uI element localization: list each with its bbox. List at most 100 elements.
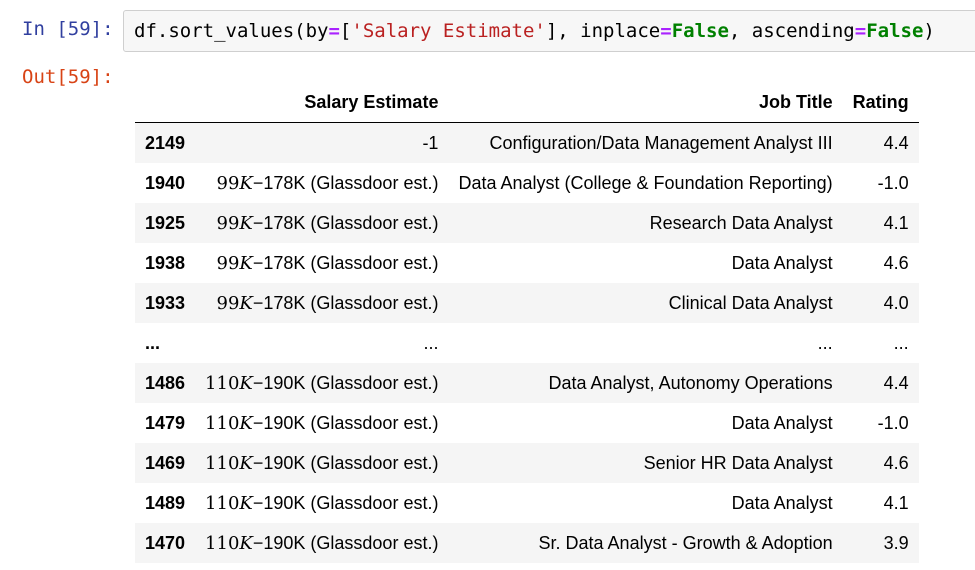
- table-row: 1489 110K−190K (Glassdoor est.) Data Ana…: [135, 483, 919, 523]
- code-mid: ], inplace: [545, 20, 661, 42]
- row-index: 1940: [145, 172, 186, 193]
- job-title-cell: Data Analyst (College & Foundation Repor…: [458, 172, 833, 193]
- salary-cell: 110K−190K (Glassdoor est.): [195, 363, 448, 403]
- salary-low-number: 110: [205, 492, 240, 514]
- rating-cell: 4.6: [883, 252, 909, 273]
- salary-rest: −190K (Glassdoor est.): [252, 452, 439, 473]
- salary-math: 99K: [217, 173, 253, 194]
- salary-math: 110K: [205, 373, 253, 394]
- salary-low-number: 110: [205, 412, 240, 434]
- code-line: df.sort_values(by = ['Salary Estimate'], i…: [134, 20, 935, 42]
- salary-cell: 99K−178K (Glassdoor est.): [195, 163, 448, 203]
- salary-k-italic: K: [239, 372, 253, 394]
- row-index: 1925: [145, 212, 186, 233]
- table-row: 1940 99K−178K (Glassdoor est.) Data Anal…: [135, 163, 919, 203]
- rating-cell: 3.9: [883, 532, 909, 553]
- table-row: 2149 -1 Configuration/Data Management An…: [135, 122, 919, 163]
- job-title-cell: Data Analyst: [731, 412, 833, 433]
- code-keyword: False: [866, 20, 924, 42]
- job-title-cell: Configuration/Data Management Analyst II…: [489, 132, 833, 153]
- salary-k-italic: K: [239, 252, 253, 274]
- salary-cell: -1: [422, 132, 439, 153]
- code-input-cell[interactable]: df.sort_values(by = ['Salary Estimate'], i…: [123, 10, 975, 52]
- salary-rest: −190K (Glassdoor est.): [252, 532, 439, 553]
- salary-low-number: 110: [205, 452, 240, 474]
- code-prefix: df.sort_values(by: [134, 20, 329, 42]
- column-header-rating: Rating: [842, 82, 919, 123]
- table-row: 1933 99K−178K (Glassdoor est.) Clinical …: [135, 283, 919, 323]
- salary-cell: 110K−190K (Glassdoor est.): [195, 523, 448, 563]
- code-operator: =: [660, 20, 672, 42]
- rating-cell: -1.0: [877, 172, 909, 193]
- salary-k-italic: K: [239, 212, 253, 234]
- row-index: 1470: [145, 532, 186, 553]
- table-row: 1479 110K−190K (Glassdoor est.) Data Ana…: [135, 403, 919, 443]
- salary-cell: 110K−190K (Glassdoor est.): [195, 443, 448, 483]
- job-title-cell: ...: [817, 332, 833, 353]
- table-row: 1469 110K−190K (Glassdoor est.) Senior H…: [135, 443, 919, 483]
- salary-cell: 99K−178K (Glassdoor est.): [195, 203, 448, 243]
- job-title-cell: Data Analyst, Autonomy Operations: [548, 372, 833, 393]
- salary-rest: −178K (Glassdoor est.): [252, 212, 439, 233]
- salary-math: 110K: [205, 533, 253, 554]
- row-index: 1933: [145, 292, 186, 313]
- salary-low-number: 99: [216, 252, 240, 274]
- salary-rest: −178K (Glassdoor est.): [252, 172, 439, 193]
- salary-low-number: 99: [216, 172, 240, 194]
- rating-cell: ...: [893, 332, 909, 353]
- salary-k-italic: K: [239, 452, 253, 474]
- table-row: 1938 99K−178K (Glassdoor est.) Data Anal…: [135, 243, 919, 283]
- row-index: 1486: [145, 372, 186, 393]
- code-keyword: False: [671, 20, 729, 42]
- index-header: [135, 82, 196, 123]
- code-operator: =: [854, 20, 867, 42]
- salary-k-italic: K: [239, 292, 253, 314]
- code-suffix: ): [923, 20, 935, 42]
- input-prompt: In [59]:: [22, 18, 114, 40]
- salary-math: 110K: [205, 493, 253, 514]
- salary-cell: ...: [423, 332, 439, 353]
- salary-math: 110K: [205, 413, 253, 434]
- rating-cell: 4.1: [883, 492, 909, 513]
- salary-low-number: 99: [216, 292, 240, 314]
- table-row: 1470 110K−190K (Glassdoor est.) Sr. Data…: [135, 523, 919, 563]
- salary-math: 99K: [217, 253, 253, 274]
- code-string: 'Salary Estimate': [351, 20, 546, 42]
- job-title-cell: Data Analyst: [731, 492, 833, 513]
- salary-cell: 110K−190K (Glassdoor est.): [195, 483, 448, 523]
- table-row: 1486 110K−190K (Glassdoor est.) Data Ana…: [135, 363, 919, 403]
- row-index: 1938: [145, 252, 186, 273]
- job-title-cell: Sr. Data Analyst - Growth & Adoption: [538, 532, 833, 553]
- row-index: 1479: [145, 412, 186, 433]
- row-index: 2149: [145, 132, 186, 153]
- ellipsis-row: ... ... ... ...: [135, 323, 919, 363]
- output-prompt: Out[59]:: [22, 66, 114, 88]
- salary-low-number: 99: [216, 212, 240, 234]
- salary-k-italic: K: [239, 532, 253, 554]
- salary-rest: −178K (Glassdoor est.): [252, 252, 439, 273]
- salary-k-italic: K: [239, 492, 253, 514]
- rating-cell: 4.0: [883, 292, 909, 313]
- job-title-cell: Clinical Data Analyst: [668, 292, 833, 313]
- code-bracket: [: [339, 20, 352, 42]
- rating-cell: -1.0: [877, 412, 909, 433]
- salary-cell: 99K−178K (Glassdoor est.): [195, 283, 448, 323]
- job-title-cell: Senior HR Data Analyst: [643, 452, 833, 473]
- row-index: 1469: [145, 452, 186, 473]
- salary-math: 99K: [217, 213, 253, 234]
- salary-low-number: 110: [205, 372, 240, 394]
- rating-cell: 4.1: [883, 212, 909, 233]
- rating-cell: 4.4: [883, 132, 909, 153]
- salary-math: 110K: [205, 453, 253, 474]
- salary-rest: −190K (Glassdoor est.): [252, 412, 439, 433]
- salary-rest: −190K (Glassdoor est.): [252, 492, 439, 513]
- salary-rest: −178K (Glassdoor est.): [252, 292, 439, 313]
- salary-cell: 99K−178K (Glassdoor est.): [195, 243, 448, 283]
- salary-k-italic: K: [239, 412, 253, 434]
- job-title-cell: Data Analyst: [731, 252, 833, 273]
- salary-math: 99K: [217, 293, 253, 314]
- code-mid: , ascending: [728, 20, 855, 42]
- rating-cell: 4.4: [883, 372, 909, 393]
- table-header-row: Salary Estimate Job Title Rating: [135, 82, 919, 123]
- salary-k-italic: K: [239, 172, 253, 194]
